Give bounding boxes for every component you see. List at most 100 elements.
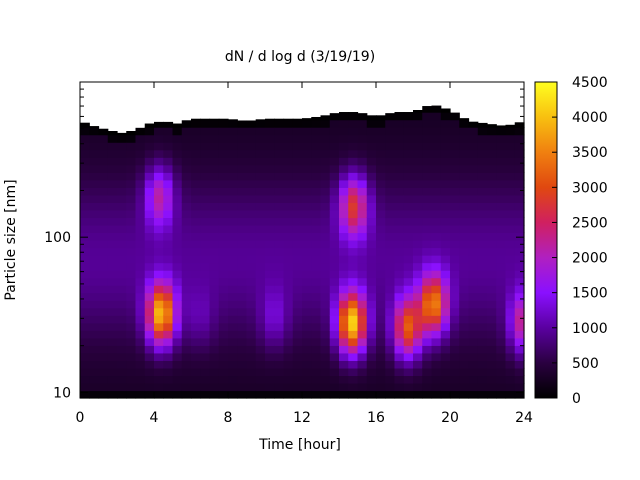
heatmap-cell <box>329 142 340 151</box>
heatmap-cell <box>283 345 294 354</box>
heatmap-cell <box>422 157 433 166</box>
heatmap-cell <box>218 118 229 121</box>
heatmap-cell <box>339 202 349 211</box>
heatmap-cell <box>357 149 368 158</box>
heatmap-cell <box>117 149 127 158</box>
heatmap-cell <box>126 345 137 354</box>
heatmap-cell <box>237 120 248 128</box>
heatmap-cell <box>376 127 386 136</box>
heatmap-cell <box>274 209 285 219</box>
heatmap-cell <box>292 330 303 339</box>
heatmap-cell <box>357 270 368 279</box>
heatmap-cell <box>477 134 488 143</box>
heatmap-cell <box>431 194 442 203</box>
heatmap-cell <box>89 270 100 279</box>
heatmap-cell <box>376 337 386 346</box>
heatmap-cell <box>468 292 479 301</box>
heatmap-cell <box>403 247 414 256</box>
heatmap-cell <box>422 270 433 279</box>
heatmap-cell <box>265 382 275 392</box>
heatmap-cell <box>181 285 192 294</box>
heatmap-cell <box>376 382 386 392</box>
heatmap-cell <box>292 270 303 279</box>
heatmap-cell <box>283 232 294 241</box>
heatmap-cell <box>385 194 396 203</box>
heatmap-cell <box>80 322 90 331</box>
heatmap-cell <box>237 367 248 377</box>
heatmap-cell <box>191 390 201 399</box>
heatmap-cell <box>163 149 174 158</box>
heatmap-cell <box>135 390 146 399</box>
heatmap-cell <box>209 322 220 331</box>
heatmap-cell <box>246 367 257 377</box>
heatmap-cell <box>292 307 303 316</box>
heatmap-cell <box>265 240 275 249</box>
heatmap-cell <box>320 187 331 196</box>
heatmap-cell <box>357 255 368 264</box>
heatmap-cell <box>385 157 396 166</box>
heatmap-cell <box>126 240 137 249</box>
heatmap-cell <box>274 367 285 377</box>
heatmap-cell <box>385 330 396 339</box>
heatmap-cell <box>163 194 174 203</box>
heatmap-cell <box>135 315 146 324</box>
heatmap-cell <box>487 224 497 234</box>
heatmap-cell <box>172 157 183 166</box>
heatmap-cell <box>329 337 340 346</box>
heatmap-cell <box>376 292 386 301</box>
heatmap-cell <box>477 262 488 271</box>
heatmap-cell <box>144 127 155 136</box>
heatmap-cell <box>376 157 386 166</box>
heatmap-cell <box>181 375 192 384</box>
heatmap-cell <box>135 172 146 181</box>
heatmap-cell <box>477 315 488 324</box>
heatmap-cell <box>255 217 266 226</box>
heatmap-cell <box>292 382 303 392</box>
heatmap-cell <box>191 345 201 354</box>
heatmap-cell <box>514 262 525 271</box>
heatmap-cell <box>311 307 322 316</box>
heatmap-cell <box>385 149 396 158</box>
heatmap-cell <box>302 127 312 136</box>
heatmap-cell <box>98 217 109 226</box>
heatmap-cell <box>366 142 377 151</box>
heatmap-cell <box>320 367 331 377</box>
heatmap-cell <box>496 209 507 219</box>
heatmap-cell <box>320 270 331 279</box>
heatmap-cell <box>514 352 525 361</box>
heatmap-cell <box>413 179 423 188</box>
heatmap-cell <box>496 330 507 339</box>
heatmap-cell <box>209 345 220 354</box>
heatmap-cell <box>274 172 285 181</box>
heatmap-cell <box>181 382 192 392</box>
heatmap-cell <box>191 224 201 234</box>
heatmap-cell <box>89 149 100 158</box>
heatmap-cell <box>126 292 137 301</box>
heatmap-cell <box>135 367 146 377</box>
heatmap-cell <box>144 352 155 361</box>
heatmap-cell <box>329 127 340 136</box>
heatmap-cell <box>154 322 164 331</box>
heatmap-cell <box>255 367 266 377</box>
heatmap-cell <box>265 164 275 173</box>
heatmap-cell <box>126 172 137 181</box>
heatmap-cell <box>311 360 322 369</box>
heatmap-cell <box>98 247 109 256</box>
heatmap-cell <box>403 337 414 346</box>
heatmap-cell <box>163 315 174 324</box>
heatmap-cell <box>440 292 451 301</box>
heatmap-cell <box>218 240 229 249</box>
heatmap-cell <box>431 179 442 188</box>
heatmap-cell <box>154 202 164 211</box>
heatmap-cell <box>200 345 211 354</box>
heatmap-cell <box>246 360 257 369</box>
heatmap-cell <box>218 375 229 384</box>
heatmap-cell <box>468 337 479 346</box>
heatmap-cell <box>154 262 164 271</box>
heatmap-cell <box>431 322 442 331</box>
heatmap-cell <box>283 164 294 173</box>
heatmap-cell <box>311 285 322 294</box>
heatmap-cell <box>163 134 174 143</box>
heatmap-cell <box>200 360 211 369</box>
